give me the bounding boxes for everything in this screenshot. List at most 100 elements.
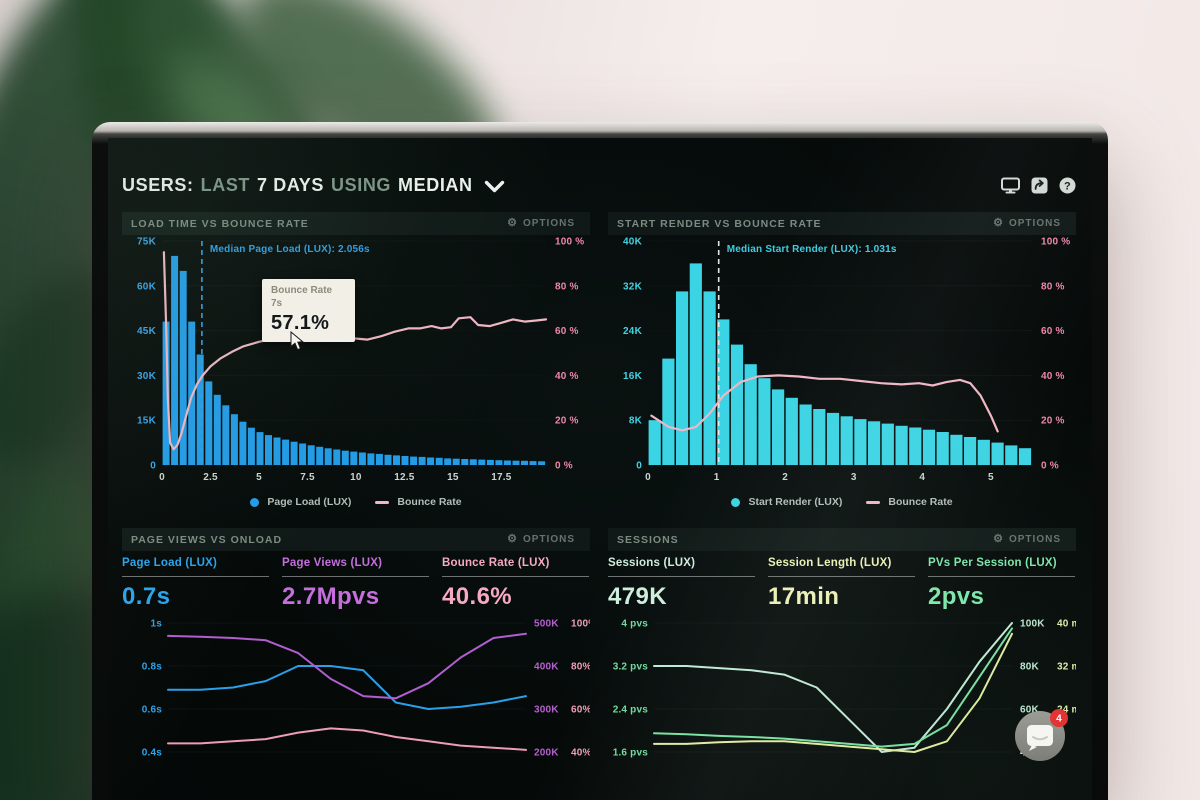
- page-title[interactable]: USERS: LAST 7 DAYS USING MEDIAN: [122, 175, 505, 196]
- bar[interactable]: [758, 378, 771, 465]
- bar[interactable]: [350, 451, 358, 465]
- bar[interactable]: [703, 291, 716, 465]
- bounce-rate-line: [650, 374, 999, 433]
- bar[interactable]: [333, 449, 341, 466]
- bar[interactable]: [427, 457, 435, 466]
- bar[interactable]: [854, 419, 867, 465]
- options-button[interactable]: ⚙ OPTIONS: [987, 217, 1067, 230]
- legend-item[interactable]: Bounce Rate: [397, 496, 462, 508]
- bar[interactable]: [909, 427, 922, 466]
- bar[interactable]: [936, 432, 949, 465]
- bar[interactable]: [324, 448, 332, 465]
- bar[interactable]: [179, 270, 187, 465]
- bar[interactable]: [162, 321, 170, 465]
- bar[interactable]: [1005, 445, 1018, 465]
- panel-sessions: SESSIONS ⚙ OPTIONS Sessions (LUX) 479K Se…: [608, 528, 1090, 800]
- panel-header: LOAD TIME VS BOUNCE RATE ⚙ OPTIONS: [122, 212, 590, 235]
- help-icon[interactable]: ?: [1059, 177, 1076, 194]
- bar[interactable]: [813, 409, 826, 465]
- bar[interactable]: [922, 429, 936, 465]
- bar[interactable]: [461, 459, 469, 465]
- bar[interactable]: [282, 439, 290, 465]
- bar[interactable]: [213, 394, 221, 465]
- bar[interactable]: [196, 354, 204, 466]
- bar[interactable]: [689, 263, 702, 465]
- legend-item[interactable]: Bounce Rate: [888, 496, 953, 508]
- bar[interactable]: [375, 453, 383, 465]
- monitor-icon[interactable]: [1001, 177, 1020, 194]
- bar[interactable]: [478, 459, 486, 465]
- bar[interactable]: [529, 461, 537, 465]
- bar[interactable]: [171, 255, 179, 465]
- bar[interactable]: [1018, 448, 1032, 465]
- bar[interactable]: [299, 443, 307, 466]
- bar[interactable]: [486, 459, 494, 465]
- bar[interactable]: [205, 381, 213, 465]
- bar[interactable]: [785, 397, 798, 465]
- y-axis-left-tick: 1s: [150, 619, 162, 630]
- tooltip-sub: 7s: [271, 297, 283, 309]
- bar[interactable]: [991, 442, 1004, 465]
- bar[interactable]: [964, 437, 977, 465]
- bar[interactable]: [676, 291, 689, 465]
- bar[interactable]: [452, 458, 460, 465]
- bar[interactable]: [977, 439, 990, 465]
- bar[interactable]: [648, 420, 661, 465]
- bar[interactable]: [772, 389, 785, 465]
- bar[interactable]: [521, 460, 528, 465]
- bar[interactable]: [367, 453, 375, 465]
- bar[interactable]: [503, 460, 511, 466]
- bar[interactable]: [512, 460, 520, 465]
- bar[interactable]: [469, 459, 477, 465]
- legend-item[interactable]: Start Render (LUX): [748, 496, 843, 508]
- y-axis-left-tick: 1.6 pvs: [613, 748, 649, 759]
- bar[interactable]: [222, 405, 230, 465]
- bar[interactable]: [868, 421, 881, 465]
- bar[interactable]: [717, 319, 730, 465]
- bar[interactable]: [290, 441, 298, 465]
- legend: Start Render (LUX) Bounce Rate: [608, 490, 1076, 514]
- bar[interactable]: [881, 423, 894, 465]
- bar[interactable]: [316, 446, 324, 465]
- bar[interactable]: [799, 404, 812, 466]
- bar[interactable]: [744, 364, 757, 465]
- options-button[interactable]: ⚙ OPTIONS: [987, 533, 1067, 546]
- bar[interactable]: [239, 421, 247, 465]
- panel-title: PAGE VIEWS VS ONLOAD: [131, 533, 283, 546]
- bar[interactable]: [495, 460, 503, 465]
- metric-sessions: Sessions (LUX) 479K: [608, 557, 755, 611]
- bar[interactable]: [840, 416, 853, 465]
- share-icon[interactable]: [1031, 177, 1048, 194]
- options-button[interactable]: ⚙ OPTIONS: [501, 533, 581, 546]
- bar[interactable]: [730, 344, 744, 465]
- chevron-down-icon[interactable]: [484, 180, 505, 193]
- bar[interactable]: [401, 456, 409, 465]
- metric-label: Session Length (LUX): [768, 557, 915, 577]
- options-button[interactable]: ⚙ OPTIONS: [501, 217, 581, 230]
- bar[interactable]: [418, 456, 426, 465]
- bar[interactable]: [265, 435, 272, 465]
- bar[interactable]: [950, 434, 963, 465]
- bar[interactable]: [230, 414, 238, 465]
- bar[interactable]: [256, 432, 264, 465]
- bar[interactable]: [188, 321, 196, 465]
- bar[interactable]: [307, 445, 315, 465]
- y-axis-right-tick: 400K: [534, 662, 559, 673]
- bar[interactable]: [393, 455, 400, 465]
- bar[interactable]: [444, 458, 452, 465]
- bar[interactable]: [662, 358, 675, 465]
- bar[interactable]: [341, 450, 349, 465]
- bar[interactable]: [435, 457, 443, 465]
- bar[interactable]: [538, 461, 546, 465]
- bar[interactable]: [273, 437, 281, 466]
- bar[interactable]: [895, 425, 908, 465]
- chat-widget-button[interactable]: 4: [1013, 708, 1069, 764]
- bar[interactable]: [358, 452, 366, 466]
- metric-value: 2pvs: [928, 583, 985, 610]
- bar[interactable]: [384, 454, 392, 465]
- bar[interactable]: [826, 412, 840, 465]
- bar[interactable]: [247, 427, 255, 465]
- bar[interactable]: [410, 456, 418, 465]
- y-axis-right-tick: 60K: [1020, 705, 1040, 716]
- legend-item[interactable]: Page Load (LUX): [267, 496, 352, 508]
